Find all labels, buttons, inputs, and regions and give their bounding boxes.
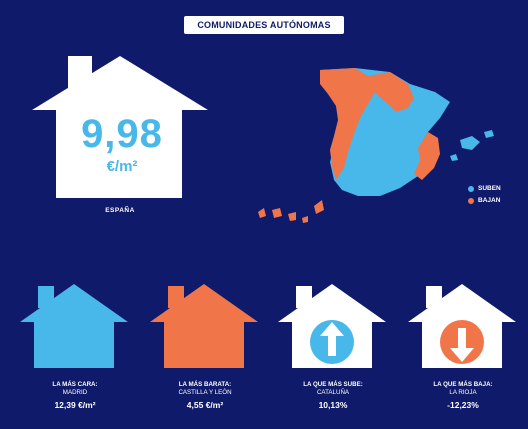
- house-rise-icon: [278, 284, 386, 368]
- spain-house-icon: [32, 56, 208, 198]
- card-cheapest-title: LA MÁS BARATA:: [178, 381, 232, 388]
- arrow-down-icon: [450, 328, 474, 362]
- header-title: COMUNIDADES AUTÓNOMAS: [184, 16, 344, 34]
- legend-bajan-swatch: [468, 197, 474, 204]
- map-canaries: [258, 200, 324, 223]
- card-cheapest-region: CASTILLA Y LEÓN: [178, 388, 232, 396]
- house-blue-icon: [20, 284, 128, 368]
- spain-label: ESPAÑA: [105, 207, 135, 214]
- map-balearics: [450, 130, 494, 161]
- card-fall-value: -12,23%: [447, 400, 479, 410]
- card-expensive-region: MADRID: [62, 388, 88, 396]
- legend-bajan: BAJAN: [468, 197, 500, 204]
- legend-bajan-label: BAJAN: [478, 197, 501, 204]
- card-fall-caption: LA QUE MÁS BAJA: LA RIOJA: [403, 381, 523, 396]
- spain-price-value: 9,98: [81, 112, 163, 156]
- legend-suben-swatch: [468, 185, 474, 192]
- card-rise-caption: LA QUE MÁS SUBE: CATALUÑA: [273, 381, 393, 396]
- house-fall-icon: [408, 284, 516, 368]
- card-rise-region: CATALUÑA: [316, 388, 350, 396]
- legend-suben: SUBEN: [468, 185, 501, 192]
- card-expensive-title: LA MÁS CARA:: [52, 381, 98, 388]
- house-orange-icon: [150, 284, 258, 368]
- card-expensive-caption: LA MÁS CARA: MADRID: [15, 381, 135, 396]
- spain-map: [258, 68, 494, 223]
- card-cheapest-caption: LA MÁS BARATA: CASTILLA Y LEÓN: [145, 381, 265, 396]
- card-expensive-value: 12,39 €/m²: [54, 400, 96, 410]
- card-cheapest-value: 4,55 €/m²: [186, 400, 224, 410]
- card-fall-region: LA RIOJA: [449, 388, 477, 396]
- map-region-orange-north: [368, 72, 414, 112]
- card-rise-title: LA QUE MÁS SUBE:: [303, 381, 363, 388]
- map-region-orange-west: [320, 68, 376, 180]
- card-fall-title: LA QUE MÁS BAJA:: [433, 381, 493, 388]
- legend-suben-label: SUBEN: [478, 185, 501, 192]
- card-rise-value: 10,13%: [318, 400, 348, 410]
- arrow-up-icon: [320, 322, 344, 356]
- map-region-orange-east: [414, 132, 440, 180]
- spain-price-unit: €/m²: [106, 158, 138, 175]
